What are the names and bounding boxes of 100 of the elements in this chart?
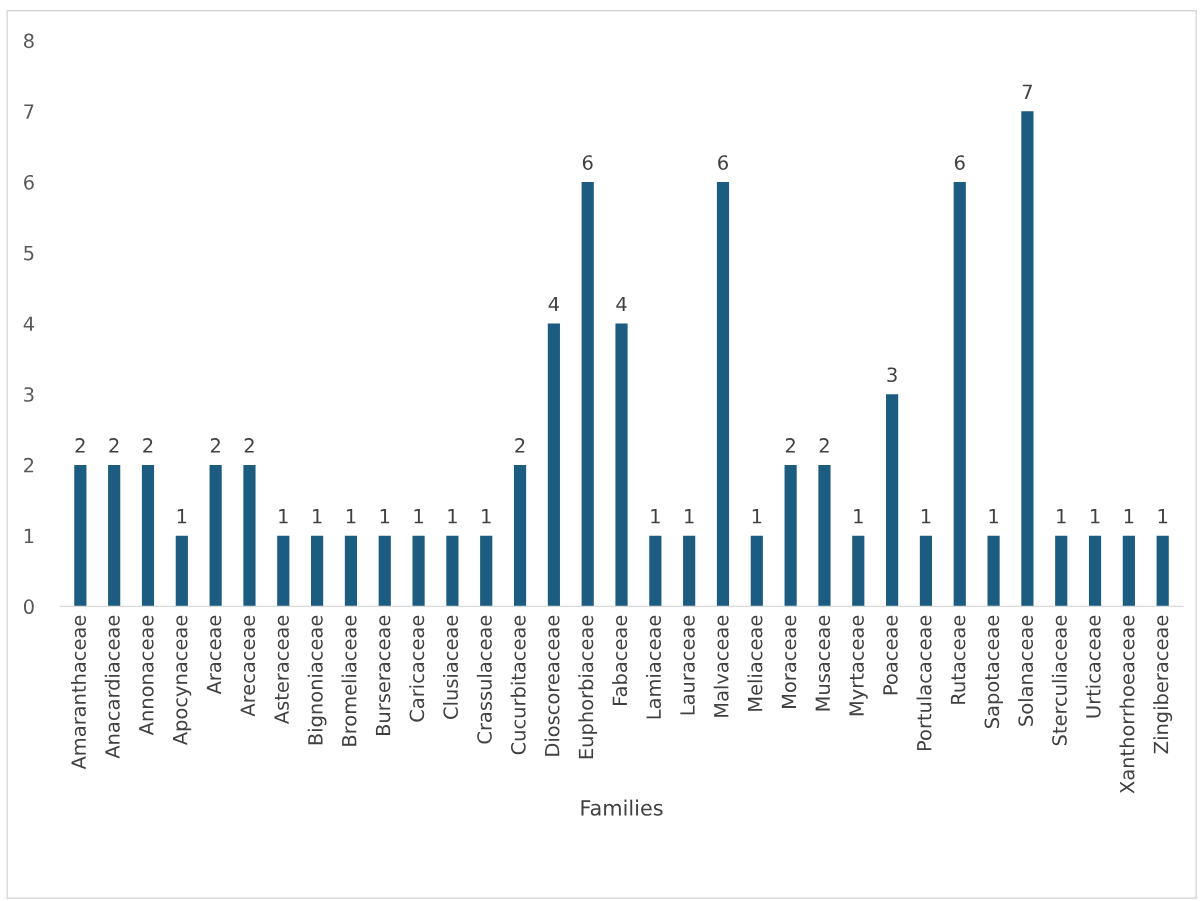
bar: [74, 464, 87, 607]
bar: [1156, 535, 1169, 607]
bar: [480, 535, 493, 607]
bar: [378, 535, 391, 607]
data-label: 2: [109, 438, 119, 453]
bar: [784, 464, 797, 607]
data-label: 2: [143, 438, 153, 453]
bar: [1122, 535, 1135, 607]
bar: [1088, 535, 1102, 607]
x-tick-label: Sapotaceae: [984, 615, 1003, 728]
x-tick-label: Araceae: [206, 615, 222, 695]
bar: [243, 464, 256, 607]
y-tick-label: 0: [23, 599, 34, 615]
bar: [683, 535, 696, 607]
data-label: 2: [819, 438, 829, 453]
x-tick-label: Zingiberaceae: [1153, 615, 1173, 754]
bar: [1021, 111, 1034, 607]
bar: [277, 535, 290, 607]
bar: [513, 464, 527, 607]
data-label: 1: [854, 509, 863, 524]
x-tick-label: Amaranthaceae: [70, 615, 86, 770]
data-label: 4: [616, 296, 627, 312]
x-tick-label: Urticaceae: [1085, 615, 1101, 718]
bar: [1055, 535, 1068, 607]
data-label: 1: [313, 509, 322, 524]
data-label: 1: [921, 509, 931, 524]
x-tick-label: Dioscoreaceae: [544, 615, 560, 756]
x-tick-label: Caricaceae: [409, 615, 425, 722]
bar: [615, 323, 628, 607]
data-label: 4: [548, 296, 559, 312]
bar: [547, 323, 560, 607]
data-label: 1: [752, 509, 762, 524]
y-tick-label: 5: [24, 245, 34, 261]
x-tick-label: Anacardiaceae: [104, 615, 120, 759]
x-tick-label: Bignoniaceae: [307, 615, 327, 745]
data-label: 6: [954, 155, 965, 170]
bar: [750, 535, 763, 607]
data-label: 1: [380, 509, 390, 524]
x-axis-title: Families: [581, 799, 663, 816]
data-label: 2: [210, 438, 220, 453]
data-label: 2: [244, 438, 254, 453]
data-label: 1: [989, 509, 998, 524]
x-tick-label: Arecaceae: [240, 615, 256, 717]
data-label: 2: [75, 438, 85, 453]
x-tick-label: Fabaceae: [612, 615, 628, 705]
y-tick-label: 7: [24, 104, 34, 119]
data-label: 2: [785, 438, 795, 453]
x-tick-label: Meliaceae: [747, 615, 763, 711]
data-label: 1: [279, 509, 288, 524]
y-tick-label: 2: [24, 457, 34, 473]
x-tick-label: Lauraceae: [680, 615, 695, 715]
bar: [344, 535, 358, 607]
x-tick-label: Apocynaceae: [173, 615, 192, 746]
x-tick-label: Clusiaceae: [442, 615, 459, 719]
data-label: 1: [1090, 509, 1100, 524]
x-tick-label: Bromeliaceae: [341, 615, 357, 746]
bar: [311, 535, 324, 607]
x-tick-label: Solanaceae: [1017, 615, 1034, 726]
data-label: 1: [1057, 509, 1066, 524]
x-tick-label: Portulacaceae: [916, 615, 932, 751]
x-tick-label: Annonaceae: [139, 615, 154, 736]
y-tick-label: 6: [24, 174, 34, 190]
bar: [581, 182, 594, 607]
x-tick-label: Cucurbitaceae: [510, 615, 526, 755]
data-label: 1: [414, 509, 423, 524]
data-label: 1: [448, 509, 457, 524]
data-label: 1: [685, 509, 694, 524]
x-tick-label: Crassulaceae: [476, 615, 492, 744]
y-tick-label: 4: [23, 316, 34, 331]
bar: [886, 394, 899, 607]
y-tick-label: 3: [24, 387, 34, 402]
x-tick-label: Myrtaceae: [849, 615, 868, 716]
data-label: 1: [346, 509, 356, 524]
x-tick-label: Moraceae: [781, 615, 797, 708]
y-tick-label: 8: [24, 33, 34, 49]
x-tick-label: Musaceae: [815, 615, 831, 711]
data-label: 1: [177, 509, 187, 524]
x-tick-label: Burseraceae: [375, 615, 391, 735]
data-label: 1: [1124, 509, 1134, 524]
bar: [108, 464, 121, 607]
bar: [716, 182, 730, 607]
data-label: 1: [1158, 509, 1168, 524]
x-tick-label: Xanthorrhoeaceae: [1119, 615, 1135, 794]
bar: [852, 535, 865, 607]
data-label: 6: [718, 155, 728, 170]
bar: [649, 535, 662, 607]
bar: [987, 535, 1000, 607]
data-label: 6: [582, 155, 593, 170]
bar: [919, 535, 933, 607]
data-label: 1: [482, 509, 491, 524]
x-tick-label: Sterculiaceae: [1051, 615, 1067, 746]
bar: [141, 464, 155, 607]
x-tick-label: Poaceae: [883, 615, 898, 695]
data-label: 2: [515, 438, 525, 453]
x-tick-label: Lamiaceae: [645, 615, 661, 719]
x-tick-label: Asteraceae: [274, 615, 289, 725]
bar: [175, 535, 188, 607]
x-tick-label: Malvaceae: [713, 615, 729, 717]
bar: [953, 182, 966, 607]
data-label: 3: [887, 367, 897, 383]
